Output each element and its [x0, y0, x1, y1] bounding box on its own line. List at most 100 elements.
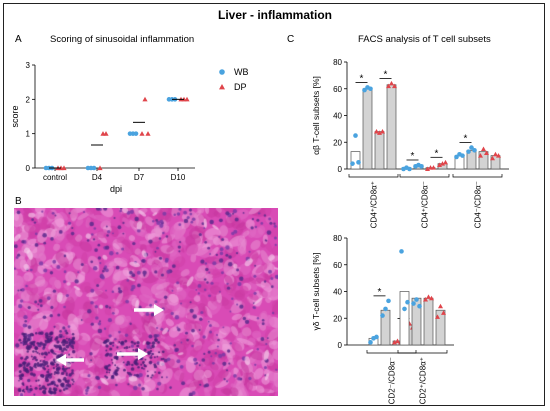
data-point-wb [380, 313, 385, 318]
data-point-dp [441, 310, 446, 315]
arrow-2 [117, 348, 148, 360]
legend-marker-dp [219, 84, 225, 90]
data-point-wb [91, 165, 97, 171]
data-point-dp [435, 314, 440, 319]
x-tick-label: D7 [134, 173, 145, 182]
panel-label-a: A [15, 34, 22, 45]
bar [423, 297, 434, 346]
group-bracket [348, 174, 399, 178]
group-label: CD4⁻/CD8α⁻ [474, 181, 483, 228]
histology-texture [14, 208, 278, 396]
y-tick-label: 60 [333, 85, 342, 94]
arrow-3 [56, 354, 84, 366]
y-tick-label: 20 [333, 138, 342, 147]
data-point-dp [496, 153, 501, 158]
significance-star: * [435, 148, 439, 159]
panel-c-title: FACS analysis of T cell subsets [358, 34, 491, 45]
group-label: CD4⁺/CD8α⁻ [421, 181, 430, 228]
data-point-wb [454, 154, 459, 160]
histology-image [14, 208, 278, 396]
y-axis-label: score [10, 105, 20, 127]
group-bracket [452, 174, 503, 178]
data-point-wb [374, 334, 379, 340]
data-point-dp [425, 166, 430, 171]
data-point-dp [440, 161, 445, 166]
histology-arrows [56, 304, 164, 366]
x-tick-label: D10 [171, 173, 186, 182]
data-point-wb [472, 147, 477, 153]
data-point-dp [61, 165, 67, 171]
group-bracket [366, 350, 417, 354]
significance-star: * [411, 151, 415, 162]
data-point-wb [402, 306, 407, 312]
y-tick-label: 1 [26, 130, 31, 139]
data-point-dp [490, 155, 495, 161]
y-axis-label: γδ T-cell subsets [%] [311, 253, 321, 331]
y-tick-label: 0 [338, 165, 343, 174]
bar [399, 291, 410, 346]
y-tick-label: 3 [26, 61, 31, 70]
legend-label-wb: WB [234, 67, 249, 77]
data-point-dp [97, 165, 103, 171]
data-point-dp [389, 80, 394, 86]
data-point-wb [466, 149, 471, 154]
data-point-wb [386, 298, 391, 304]
data-point-dp [429, 295, 434, 301]
group-label: CD4⁺/CD8α⁺ [370, 181, 379, 228]
group-label: CD2⁻/CD8α⁻ [388, 357, 397, 404]
data-point-dp [103, 131, 109, 136]
data-point-wb [399, 249, 404, 254]
y-axis-label: αβ T-cell subsets [%] [311, 76, 321, 155]
data-point-dp [423, 297, 428, 302]
data-point-dp [386, 83, 391, 89]
y-tick-label: 40 [333, 288, 342, 297]
data-point-dp [438, 303, 443, 309]
y-tick-label: 40 [333, 112, 342, 121]
data-point-dp [395, 338, 400, 343]
y-tick-label: 80 [333, 234, 342, 243]
data-point-wb [362, 87, 367, 93]
data-point-dp [481, 146, 486, 151]
y-tick-label: 0 [26, 164, 31, 173]
x-tick-label: D4 [92, 173, 103, 182]
data-point-dp [443, 159, 448, 165]
group-bracket [399, 174, 450, 178]
data-point-wb [405, 299, 410, 305]
data-point-dp [139, 131, 145, 136]
significance-star: * [378, 287, 382, 298]
data-point-dp [392, 83, 397, 89]
y-tick-label: 80 [333, 58, 342, 67]
x-tick-label: control [43, 173, 67, 182]
data-point-dp [392, 339, 397, 345]
data-point-wb [133, 131, 139, 136]
group-bracket [397, 350, 448, 354]
bar [350, 151, 361, 170]
data-point-dp [426, 294, 431, 299]
data-point-dp [437, 162, 442, 167]
data-point-wb [383, 306, 388, 312]
data-point-dp [493, 151, 498, 157]
data-point-dp [374, 129, 379, 134]
data-point-dp [377, 130, 382, 135]
data-point-wb [469, 145, 474, 150]
bar [478, 151, 489, 170]
data-point-wb [368, 340, 373, 345]
y-tick-label: 20 [333, 314, 342, 323]
panel-a-title: Scoring of sinusoidal inflammation [50, 34, 195, 45]
data-point-wb [407, 166, 412, 172]
panel-label-b: B [15, 196, 22, 207]
data-point-wb [419, 164, 424, 169]
significance-star: * [464, 134, 468, 145]
significance-star: * [360, 73, 364, 84]
data-point-wb [368, 86, 373, 92]
legend-marker-wb [219, 69, 225, 75]
data-point-wb [356, 160, 361, 165]
data-point-wb [350, 161, 355, 166]
data-point-wb [414, 297, 419, 302]
data-point-wb [460, 153, 465, 158]
y-tick-label: 60 [333, 261, 342, 270]
y-tick-label: 0 [338, 341, 343, 350]
data-point-wb [417, 303, 422, 309]
